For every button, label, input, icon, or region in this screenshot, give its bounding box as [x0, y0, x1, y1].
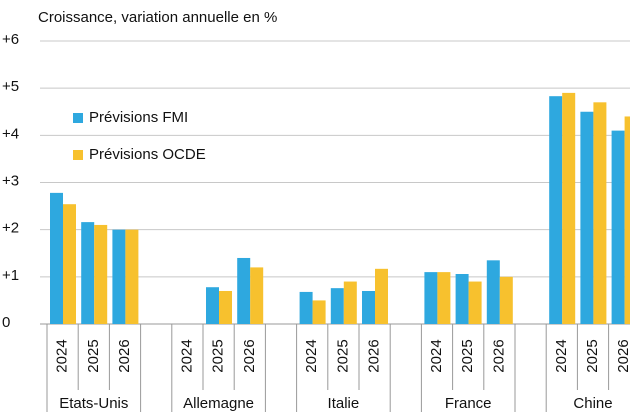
- bar: [299, 291, 313, 324]
- bar: [593, 102, 607, 324]
- bar: [486, 260, 500, 324]
- legend-label: Prévisions OCDE: [89, 146, 206, 163]
- bar: [125, 229, 139, 324]
- x-tick-label: 2024: [428, 339, 445, 372]
- bar: [312, 300, 326, 324]
- bar: [580, 111, 594, 324]
- legend-swatch: [73, 150, 83, 160]
- bar: [50, 192, 63, 324]
- legend-label: Prévisions FMI: [89, 109, 188, 126]
- bar: [624, 116, 630, 324]
- x-tick-label: 2025: [85, 339, 102, 372]
- bar: [250, 267, 264, 324]
- y-tick-label: +6: [2, 31, 19, 48]
- y-tick-label: +5: [2, 78, 19, 95]
- y-tick-label: +1: [2, 267, 19, 284]
- group-label: France: [445, 395, 492, 412]
- chart-title: Croissance, variation annuelle en %: [38, 9, 277, 26]
- x-tick-label: 2026: [116, 339, 133, 372]
- y-tick-label: 0: [2, 314, 10, 331]
- bar: [81, 222, 95, 324]
- bar: [611, 130, 625, 324]
- x-tick-label: 2025: [210, 339, 227, 372]
- group-label: Italie: [328, 395, 360, 412]
- x-tick-label: 2025: [334, 339, 351, 372]
- bar: [63, 204, 76, 324]
- group-label: Allemagne: [183, 395, 254, 412]
- bar: [437, 272, 451, 324]
- bar: [424, 272, 438, 324]
- bar: [206, 287, 219, 324]
- x-tick-label: 2026: [615, 339, 630, 372]
- y-tick-label: +2: [2, 220, 19, 237]
- x-tick-label: 2024: [54, 339, 71, 372]
- x-tick-label: 2026: [366, 339, 383, 372]
- x-tick-label: 2026: [241, 339, 258, 372]
- bar: [219, 290, 232, 324]
- y-tick-label: +3: [2, 172, 19, 189]
- x-tick-label: 2025: [459, 339, 476, 372]
- bar: [468, 281, 482, 324]
- group-label: Etats-Unis: [59, 395, 128, 412]
- bar: [112, 229, 126, 324]
- x-tick-label: 2025: [584, 339, 601, 372]
- bar: [362, 290, 375, 324]
- bar: [375, 268, 388, 324]
- bar: [549, 96, 563, 324]
- x-tick-label: 2024: [553, 339, 570, 372]
- bar: [94, 224, 108, 324]
- bar: [499, 276, 513, 324]
- x-tick-label: 2024: [303, 339, 320, 372]
- bar: [330, 288, 344, 324]
- bar: [237, 257, 251, 324]
- group-label: Chine: [573, 395, 612, 412]
- bar: [343, 281, 357, 324]
- legend-swatch: [73, 113, 83, 123]
- bar: [562, 92, 576, 324]
- y-tick-label: +4: [2, 125, 19, 142]
- x-tick-label: 2024: [178, 339, 195, 372]
- bar: [455, 274, 469, 324]
- x-tick-label: 2026: [490, 339, 507, 372]
